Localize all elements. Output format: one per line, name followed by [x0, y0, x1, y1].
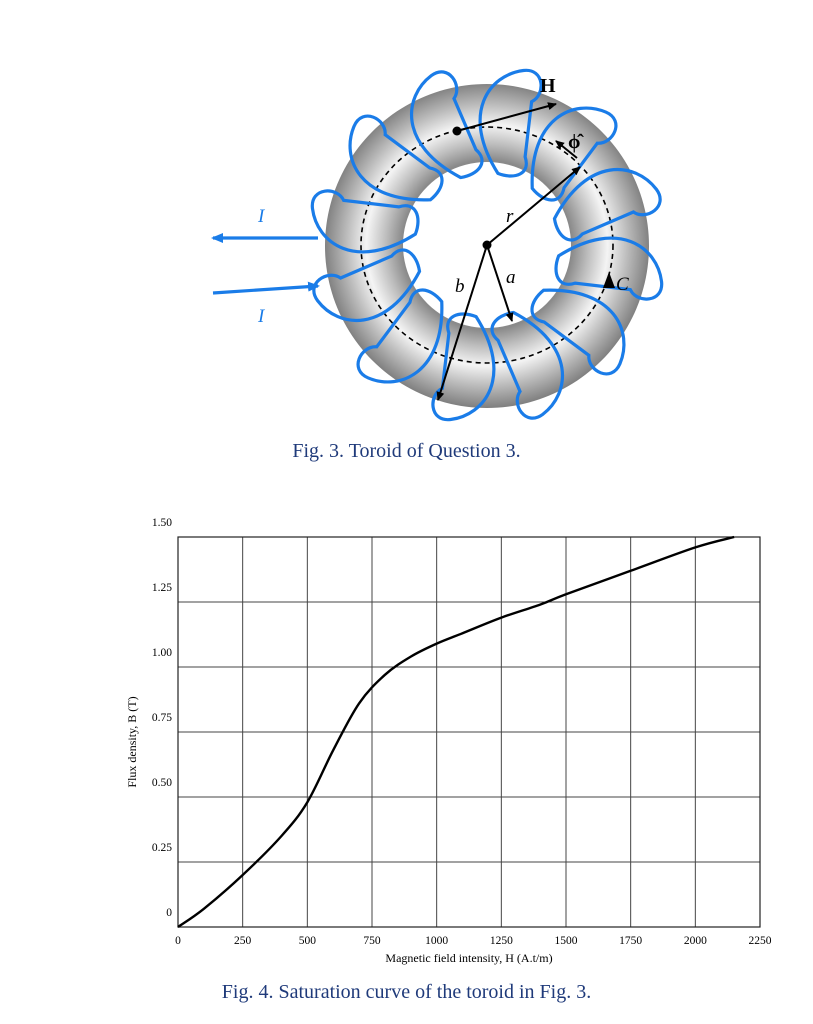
- winding-loop: [530, 106, 618, 202]
- toroid-core: [324, 84, 649, 408]
- x-tick-label: 2000: [684, 935, 707, 947]
- phi-hat-arrow: [555, 140, 578, 159]
- winding-loop: [490, 310, 564, 420]
- h-vector-arrow: [456, 102, 557, 132]
- current-label-top: I: [257, 206, 266, 227]
- path-c-direction-arrow: [603, 272, 615, 288]
- winding-loop: [530, 288, 626, 376]
- plot-frame: [177, 536, 761, 928]
- radius-b-arrow: [436, 244, 488, 401]
- y-tick-label: 0: [166, 907, 172, 919]
- label-b: b: [455, 276, 465, 297]
- radius-r-arrow: [486, 166, 581, 246]
- x-tick-label: 500: [299, 935, 317, 947]
- y-tick-label: 1.25: [152, 582, 172, 594]
- current-lead-bottom: [212, 281, 320, 295]
- label-phi-hat: ϕ̂: [568, 131, 584, 153]
- fig3-caption: Fig. 3. Toroid of Question 3.: [292, 440, 521, 462]
- toroid-figure: I I r a b H ϕ̂ C: [211, 68, 664, 422]
- winding-loop: [552, 168, 662, 242]
- x-tick-label: 1000: [425, 935, 448, 947]
- y-tick-label: 0.75: [152, 712, 172, 724]
- winding-loop: [478, 68, 543, 178]
- chart-tick-labels: 0 250 500 750 1000 1250 1500 1750 2000 2250 0 0.25 0…: [152, 517, 772, 947]
- winding-loop: [310, 189, 420, 254]
- x-tick-label: 2250: [749, 935, 772, 947]
- x-tick-label: 1500: [555, 935, 578, 947]
- x-tick-label: 1250: [490, 935, 513, 947]
- winding-loop: [348, 114, 444, 202]
- winding-loop: [356, 288, 444, 384]
- y-tick-label: 0.25: [152, 842, 172, 854]
- y-tick-label: 1.50: [152, 517, 172, 529]
- x-tick-label: 250: [234, 935, 252, 947]
- label-h: H: [540, 75, 556, 97]
- winding-loop: [554, 236, 664, 301]
- x-axis-label: Magnetic field intensity, H (A.t/m): [385, 951, 552, 965]
- current-label-bottom: I: [257, 306, 266, 327]
- y-tick-label: 1.00: [152, 647, 172, 659]
- x-tick-label: 0: [175, 935, 181, 947]
- label-a: a: [506, 267, 516, 288]
- y-axis-label: Flux density, B (T): [125, 696, 139, 787]
- x-tick-label: 750: [363, 935, 381, 947]
- fig4-caption: Fig. 4. Saturation curve of the toroid i…: [221, 981, 592, 1003]
- label-r: r: [506, 206, 514, 227]
- toroid-windings: [310, 68, 664, 422]
- winding-loop: [410, 70, 484, 180]
- label-c: C: [616, 274, 629, 295]
- path-c-dashed: [360, 126, 614, 364]
- saturation-curve: [177, 535, 735, 928]
- radius-a-arrow: [486, 244, 514, 322]
- x-tick-label: 1750: [619, 935, 642, 947]
- winding-loop: [431, 312, 496, 422]
- y-tick-label: 0.50: [152, 777, 172, 789]
- chart-grid: [177, 536, 761, 928]
